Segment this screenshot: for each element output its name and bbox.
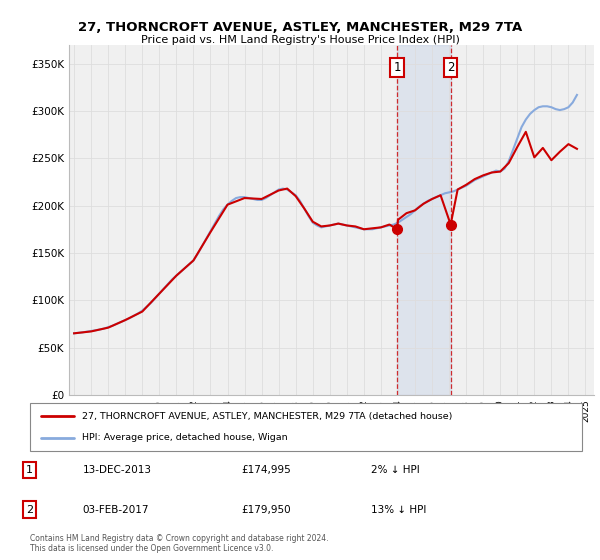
Text: 13-DEC-2013: 13-DEC-2013	[82, 465, 151, 475]
Bar	[397, 45, 451, 395]
Text: 2: 2	[26, 505, 33, 515]
Text: 27, THORNCROFT AVENUE, ASTLEY, MANCHESTER, M29 7TA (detached house): 27, THORNCROFT AVENUE, ASTLEY, MANCHESTE…	[82, 412, 453, 421]
Text: 1: 1	[394, 61, 401, 74]
Text: 2: 2	[447, 61, 454, 74]
Text: 1: 1	[26, 465, 33, 475]
Text: £179,950: £179,950	[241, 505, 291, 515]
Text: £174,995: £174,995	[241, 465, 291, 475]
Text: 03-FEB-2017: 03-FEB-2017	[82, 505, 149, 515]
FancyBboxPatch shape	[30, 403, 582, 451]
Text: 27, THORNCROFT AVENUE, ASTLEY, MANCHESTER, M29 7TA: 27, THORNCROFT AVENUE, ASTLEY, MANCHESTE…	[78, 21, 522, 34]
Text: 2% ↓ HPI: 2% ↓ HPI	[371, 465, 419, 475]
Text: HPI: Average price, detached house, Wigan: HPI: Average price, detached house, Wiga…	[82, 433, 288, 442]
Text: 13% ↓ HPI: 13% ↓ HPI	[371, 505, 426, 515]
Text: Price paid vs. HM Land Registry's House Price Index (HPI): Price paid vs. HM Land Registry's House …	[140, 35, 460, 45]
Text: Contains HM Land Registry data © Crown copyright and database right 2024.
This d: Contains HM Land Registry data © Crown c…	[30, 534, 329, 553]
